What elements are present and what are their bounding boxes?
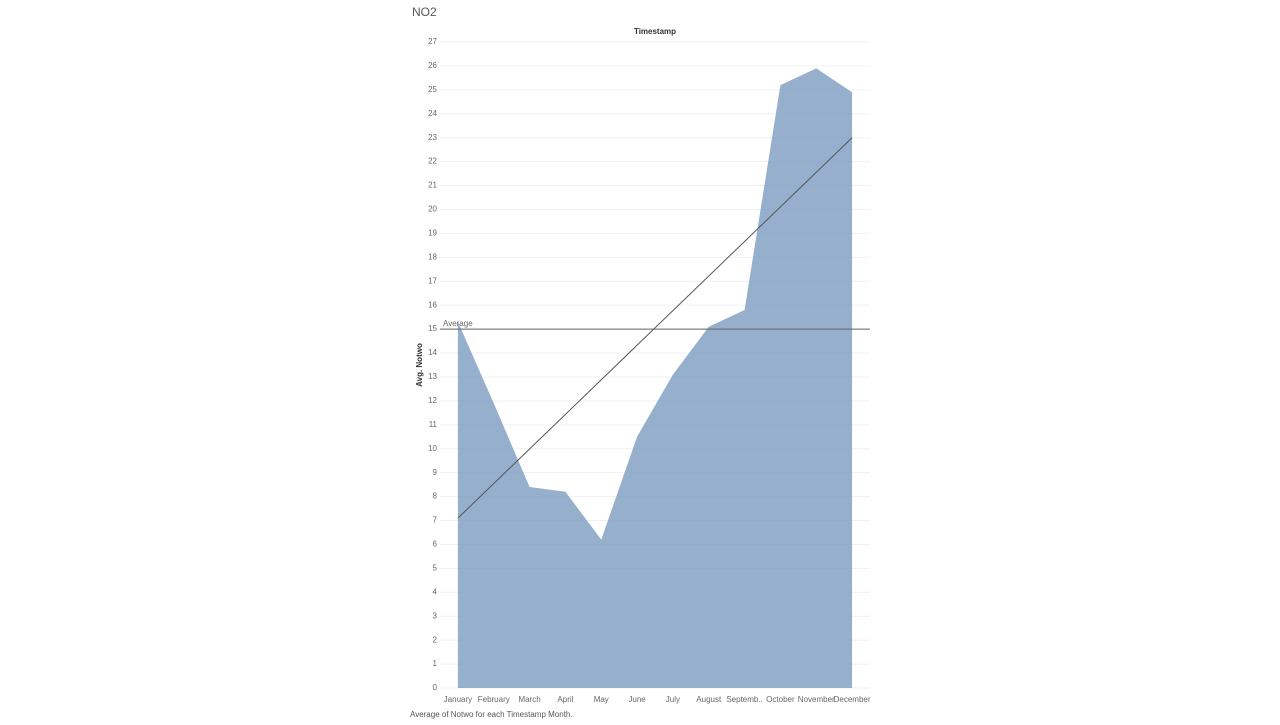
y-tick-label: 11 [429,420,438,429]
y-tick-label: 3 [433,611,438,620]
y-tick-label: 21 [428,181,437,190]
x-tick-label: April [557,695,573,704]
x-tick-label: November [798,695,835,704]
y-tick-label: 17 [428,276,437,285]
y-tick-label: 26 [428,61,437,70]
x-tick-label: February [478,695,510,704]
area [457,68,853,688]
x-tick-label: March [518,695,540,704]
x-tick-label: July [666,695,680,704]
y-tick-label: 12 [428,396,437,405]
y-tick-label: 2 [433,635,438,644]
x-tick-label: Septemb.. [726,695,762,704]
x-tick-label: August [696,695,722,704]
y-tick-label: 27 [428,37,437,46]
x-tick-label: December [834,695,871,704]
y-tick-label: 15 [428,324,437,333]
x-tick-label: May [594,695,609,704]
x-tick-label: January [444,695,472,704]
y-tick-label: 20 [428,205,437,214]
y-tick-label: 16 [428,300,437,309]
y-tick-label: 9 [433,468,438,477]
y-tick-label: 14 [428,348,437,357]
y-tick-label: 6 [433,540,438,549]
y-tick-label: 19 [428,229,437,238]
x-header: Timestamp [634,27,676,36]
trend-line [457,137,853,519]
y-axis-label: Avg. Notwo [415,343,424,387]
y-tick-label: 22 [428,157,437,166]
y-tick-label: 25 [428,85,437,94]
y-tick-label: 7 [433,516,438,525]
y-tick-label: 0 [433,683,438,692]
y-tick-label: 8 [433,492,438,501]
chart-title: NO2 [412,5,437,19]
y-tick-label: 1 [433,659,438,668]
y-tick-label: 5 [433,563,438,572]
y-tick-label: 23 [428,133,437,142]
y-tick-label: 4 [433,587,438,596]
x-tick-label: June [628,695,646,704]
y-tick-label: 24 [428,109,437,118]
average-label: Average [443,319,473,328]
caption: Average of Notwo for each Timestamp Mont… [410,710,573,719]
y-tick-label: 13 [428,372,437,381]
y-tick-label: 10 [428,444,437,453]
y-tick-label: 18 [428,252,437,261]
x-tick-label: October [766,695,795,704]
